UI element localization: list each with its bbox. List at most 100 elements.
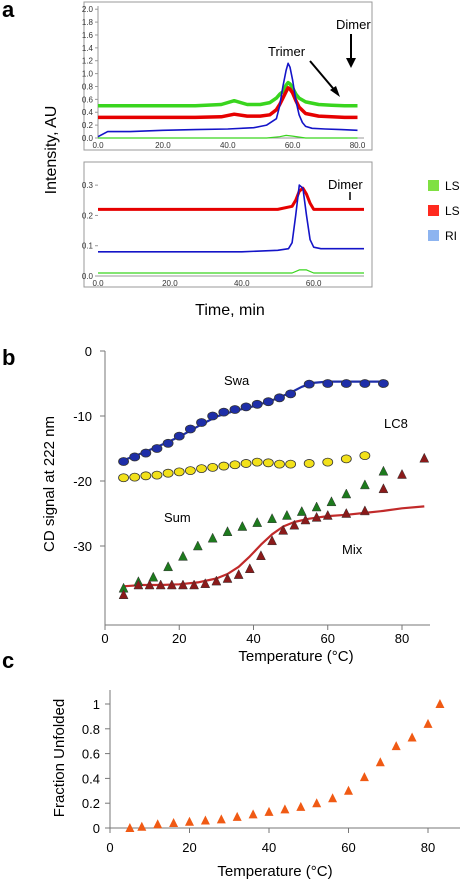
- cd-point-swa: [229, 405, 241, 414]
- cd-point-lc8: [359, 451, 371, 461]
- cd-point-swa: [173, 431, 185, 441]
- cd-point-lc8: [129, 472, 141, 482]
- cd-point-mix: [211, 575, 222, 586]
- top-y-tick-label: 0.6: [82, 95, 94, 104]
- cd-point-swa: [140, 448, 152, 458]
- bottom-x-tick-label: 60.0: [306, 279, 322, 288]
- series-label-sum: Sum: [164, 510, 191, 525]
- dimer-label-bottom: Dimer: [328, 177, 363, 192]
- chromatogram-y-axis-title: Intensity, AU: [43, 106, 60, 195]
- cd-point-lc8: [162, 468, 174, 478]
- fraction-point: [312, 798, 322, 808]
- cd-point-lc8: [240, 459, 252, 468]
- cd-point-lc8: [118, 473, 129, 483]
- panel-letter-b: b: [2, 345, 15, 370]
- top-series-line-ri: [97, 62, 358, 138]
- fraction-y-tick-label: 0.4: [82, 771, 100, 786]
- bottom-x-tick-label: 20.0: [162, 279, 178, 288]
- cd-point-sum: [282, 509, 292, 520]
- cd-point-swa: [129, 452, 141, 462]
- cd-point-swa: [218, 407, 230, 417]
- cd-point-lc8: [262, 458, 274, 468]
- panel-letter-a: a: [2, 0, 15, 22]
- bottom-y-tick-label: 0.2: [82, 211, 94, 220]
- fraction-point: [280, 804, 290, 814]
- chromatogram-bottom-frame: [83, 161, 373, 288]
- cd-point-lc8: [303, 459, 315, 468]
- top-y-tick-label: 1.8: [82, 18, 94, 27]
- cd-point-lc8: [285, 459, 297, 469]
- cd-point-sum: [267, 513, 277, 523]
- cd-point-mix: [359, 505, 370, 516]
- legend-swatch-ls-green: [428, 180, 439, 191]
- cd-point-swa: [322, 379, 334, 388]
- fraction-point: [328, 793, 338, 803]
- fraction-point: [248, 809, 258, 819]
- fraction-point: [375, 757, 385, 767]
- fraction-x-tick-label: 60: [341, 840, 355, 855]
- cd-point-lc8: [140, 471, 152, 481]
- cd-point-mix: [189, 579, 200, 590]
- trimer-label: Trimer: [268, 44, 306, 59]
- top-series-line-ls: [98, 86, 358, 120]
- panel-letter-c: c: [2, 648, 14, 673]
- legend-swatch-ri: [428, 230, 439, 241]
- top-y-tick-label: 1.6: [82, 31, 94, 40]
- cd-point-mix: [222, 572, 233, 583]
- cd-x-tick-label: 0: [101, 631, 108, 646]
- fraction-point: [216, 814, 226, 824]
- cd-x-axis-title: Temperature (°C): [238, 648, 353, 665]
- top-y-tick-label: 1.0: [82, 70, 94, 79]
- cd-point-lc8: [251, 457, 263, 467]
- cd-point-swa: [359, 379, 371, 388]
- legend-label-ls-green: LS: [445, 179, 460, 193]
- cd-point-lc8: [196, 464, 207, 474]
- fraction-point: [264, 806, 274, 816]
- fraction-point: [359, 772, 369, 782]
- cd-point-swa: [262, 397, 274, 407]
- cd-point-mix: [233, 569, 244, 579]
- dimer-arrowhead: [346, 58, 356, 68]
- fraction-point: [423, 718, 433, 728]
- cd-point-lc8: [274, 459, 285, 469]
- trimer-arrowhead: [330, 86, 340, 97]
- cd-point-swa: [118, 457, 129, 466]
- bottom-x-tick-label: 40.0: [234, 279, 250, 288]
- cd-point-mix: [311, 511, 322, 522]
- fraction-point: [391, 741, 401, 751]
- top-x-tick-label: 20.0: [155, 141, 171, 150]
- top-series-line-ls: [98, 80, 358, 108]
- top-series-line-ri-baseline: [98, 134, 358, 139]
- fraction-point: [232, 811, 242, 821]
- fraction-unfolded-plot: 0 20 40 60 80 0 0.2 0.4 0.6 0.8 1: [82, 690, 460, 855]
- fraction-y-tick-label: 0.2: [82, 796, 100, 811]
- cd-point-swa: [378, 379, 389, 388]
- cd-point-sum: [222, 526, 233, 536]
- fraction-point: [137, 821, 147, 831]
- top-y-tick-label: 2.0: [82, 5, 94, 14]
- cd-point-mix: [244, 563, 255, 573]
- fraction-y-tick-label: 0.8: [82, 722, 100, 737]
- cd-point-mix: [256, 550, 266, 560]
- cd-point-swa: [303, 379, 315, 389]
- cd-point-swa: [207, 411, 219, 421]
- series-label-mix: Mix: [342, 542, 363, 557]
- cd-point-sum: [178, 550, 188, 561]
- cd-x-tick-label: 60: [321, 631, 335, 646]
- cd-point-mix: [300, 514, 311, 525]
- cd-y-tick-label: 0: [85, 344, 92, 359]
- cd-point-mix: [341, 507, 352, 518]
- cd-point-mix: [200, 578, 211, 588]
- cd-point-sum: [359, 479, 370, 490]
- cd-point-swa: [285, 389, 297, 399]
- cd-point-mix: [289, 519, 300, 530]
- cd-fit-line-swa: [123, 380, 384, 462]
- fraction-point: [169, 818, 179, 828]
- dimer-label-top: Dimer: [336, 17, 371, 32]
- cd-point-mix: [144, 579, 155, 590]
- top-y-tick-label: 0.2: [82, 121, 94, 130]
- cd-point-mix: [278, 524, 289, 535]
- cd-point-sum: [311, 501, 322, 512]
- cd-x-tick-label: 40: [246, 631, 260, 646]
